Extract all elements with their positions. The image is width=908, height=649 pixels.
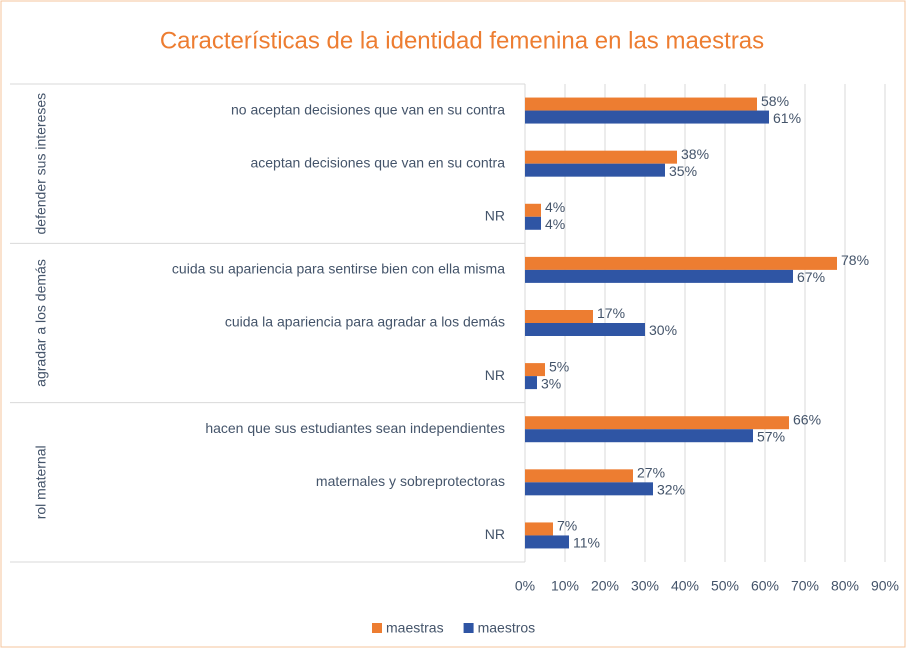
value-label: 5% [549,358,569,374]
bar [525,429,753,443]
x-tick-label: 0% [515,578,535,594]
value-label: 27% [637,465,665,481]
value-label: 30% [649,322,677,338]
category-label: no aceptan decisiones que van en su cont… [231,101,505,117]
category-label: aceptan decisiones que van en su contra [250,154,505,170]
bar [525,110,769,124]
bar [525,97,757,111]
legend-swatch [372,623,382,633]
value-label: 38% [681,146,709,162]
bar [525,363,545,377]
value-label: 67% [797,269,825,285]
bar [525,416,789,430]
group-label: agradar a los demás [33,259,49,387]
category-label: hacen que sus estudiantes sean independi… [205,420,505,436]
bar [525,163,665,177]
value-label: 57% [757,428,785,444]
category-label: NR [485,207,505,223]
value-label: 4% [545,216,565,232]
chart-title: Características de la identidad femenina… [160,27,764,54]
value-label: 78% [841,252,869,268]
group-label: rol maternal [33,445,49,519]
bar [525,376,537,390]
category-label: cuida su apariencia para sentirse bien c… [172,261,505,277]
category-label: NR [485,367,505,383]
x-tick-label: 20% [591,578,619,594]
x-tick-label: 70% [791,578,819,594]
value-label: 66% [793,411,821,427]
value-label: 3% [541,375,561,391]
x-tick-label: 60% [751,578,779,594]
bar [525,216,541,230]
bar [525,482,653,496]
bar [525,269,793,283]
bar [525,310,593,323]
x-tick-label: 80% [831,578,859,594]
x-tick-label: 40% [671,578,699,594]
value-label: 7% [557,518,577,534]
value-label: 11% [573,535,600,551]
value-label: 58% [761,93,789,109]
x-tick-label: 50% [711,578,739,594]
category-label: maternales y sobreprotectoras [316,473,505,489]
value-label: 35% [669,163,697,179]
x-tick-label: 10% [551,578,579,594]
bar [525,522,553,536]
value-label: 17% [597,305,625,321]
value-label: 61% [773,110,801,126]
bar [525,323,645,336]
legend-label: maestras [386,620,444,636]
category-label: cuida la apariencia para agradar a los d… [225,314,505,330]
category-label: NR [485,526,505,542]
x-tick-label: 30% [631,578,659,594]
group-label: defender sus intereses [33,93,49,235]
bar [525,203,541,217]
bar [525,256,837,270]
value-label: 4% [545,199,565,215]
value-label: 32% [657,482,685,498]
x-tick-label: 90% [871,578,899,594]
bar [525,535,569,549]
legend-swatch [463,623,474,633]
bar [525,469,633,483]
bar [525,150,677,164]
legend-label: maestros [478,620,536,636]
